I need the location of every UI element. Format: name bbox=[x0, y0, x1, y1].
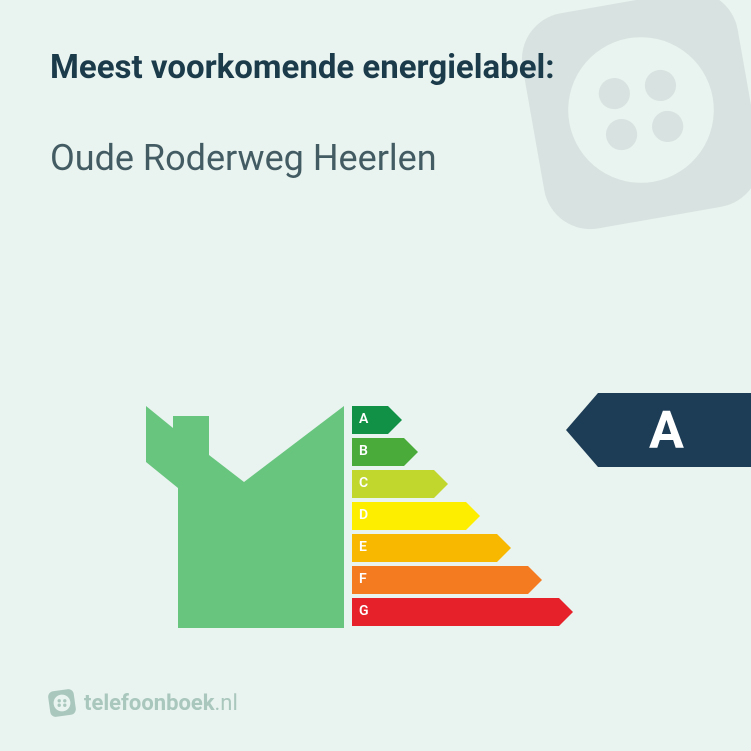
bar-tip bbox=[404, 438, 418, 466]
bar-arrow bbox=[352, 566, 573, 594]
bar-label: D bbox=[359, 507, 368, 523]
infographic-card: Meest voorkomende energielabel: Oude Rod… bbox=[0, 0, 751, 751]
energy-bar-e: E bbox=[352, 534, 573, 562]
bar-tip bbox=[466, 502, 480, 530]
badge-letter: A bbox=[649, 400, 684, 461]
badge-body: A bbox=[598, 393, 751, 467]
brand-icon-h3 bbox=[58, 704, 61, 707]
brand-icon-h4 bbox=[63, 704, 66, 707]
bar-arrow bbox=[352, 438, 573, 466]
watermark-bg bbox=[514, 0, 751, 237]
house-icon bbox=[146, 406, 346, 628]
bar-tip bbox=[497, 534, 511, 562]
footer-brand: telefoonboek.nl bbox=[48, 689, 238, 717]
bar-body bbox=[352, 502, 466, 530]
energy-bar-g: G bbox=[352, 598, 573, 626]
energy-rating-badge: A bbox=[566, 393, 751, 467]
brand-name: telefoonboek bbox=[84, 691, 215, 716]
bar-tip bbox=[528, 566, 542, 594]
energy-bar-a: A bbox=[352, 406, 573, 434]
page-subtitle: Oude Roderweg Heerlen bbox=[50, 137, 701, 179]
energy-bar-f: F bbox=[352, 566, 573, 594]
bar-arrow bbox=[352, 502, 573, 530]
bar-label: A bbox=[359, 411, 368, 427]
energy-bars: ABCDEFG bbox=[352, 406, 573, 630]
bar-body bbox=[352, 534, 497, 562]
watermark-icon bbox=[490, 0, 751, 261]
energy-bar-c: C bbox=[352, 470, 573, 498]
bar-body bbox=[352, 406, 388, 434]
bar-label: F bbox=[359, 571, 367, 587]
bar-tip bbox=[434, 470, 448, 498]
bar-tip bbox=[388, 406, 402, 434]
house-shape bbox=[146, 406, 344, 628]
energy-bar-d: D bbox=[352, 502, 573, 530]
page-title: Meest voorkomende energielabel: bbox=[50, 48, 701, 87]
bar-body bbox=[352, 566, 528, 594]
bar-label: C bbox=[359, 475, 368, 491]
bar-tip bbox=[559, 598, 573, 626]
brand-icon bbox=[48, 689, 76, 717]
bar-label: G bbox=[359, 603, 369, 619]
bar-arrow bbox=[352, 598, 573, 626]
bar-label: E bbox=[359, 539, 367, 555]
bar-label: B bbox=[359, 443, 368, 459]
brand-icon-h2 bbox=[63, 699, 66, 702]
badge-arrow-tip bbox=[566, 393, 598, 467]
brand-icon-disc bbox=[54, 695, 71, 712]
bar-body bbox=[352, 598, 559, 626]
bar-arrow bbox=[352, 534, 573, 562]
bar-arrow bbox=[352, 470, 573, 498]
brand-icon-h1 bbox=[58, 699, 61, 702]
brand-text: telefoonboek.nl bbox=[84, 691, 238, 716]
brand-suffix: .nl bbox=[215, 691, 238, 716]
energy-bar-b: B bbox=[352, 438, 573, 466]
bar-arrow bbox=[352, 406, 573, 434]
